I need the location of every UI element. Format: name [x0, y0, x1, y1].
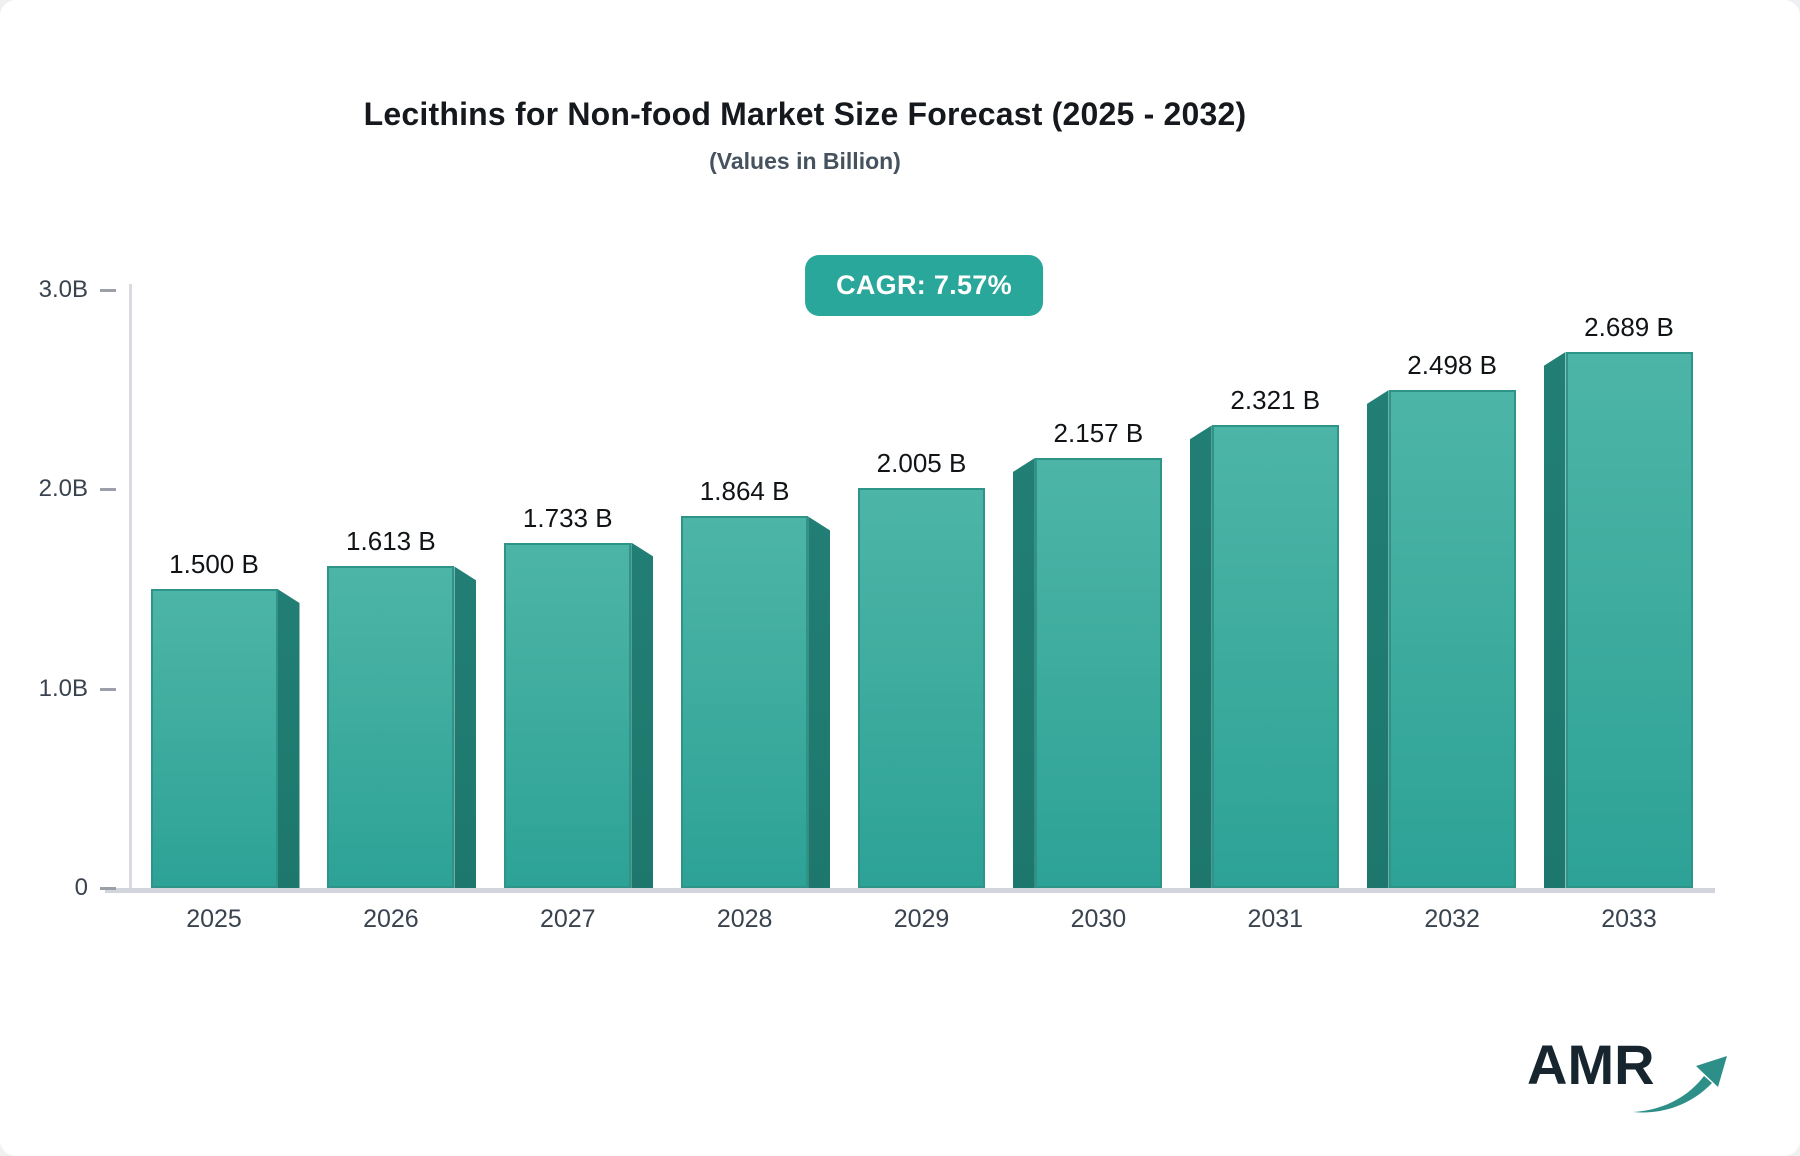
x-axis-label-2031: 2031: [1247, 905, 1304, 933]
bar-2033: [1565, 351, 1693, 888]
bar-side-3d-2025: [277, 589, 300, 888]
y-axis-tick-label: 3.0B: [38, 276, 88, 303]
y-axis-tick: [100, 289, 116, 292]
bar-side-3d-2028: [808, 516, 831, 888]
y-axis-line: [129, 284, 132, 890]
amr-logo-arrow-icon: [1633, 1056, 1727, 1113]
x-axis-label-2028: 2028: [716, 905, 773, 933]
x-axis-label-2030: 2030: [1070, 905, 1127, 933]
x-axis-label-2025: 2025: [186, 905, 242, 933]
bar-side-3d-2032: [1366, 390, 1389, 888]
y-axis-tick: [100, 488, 116, 492]
bar-2031: [1211, 425, 1339, 888]
bar-side-3d-2031: [1189, 425, 1212, 888]
x-axis-label-2027: 2027: [539, 905, 596, 933]
y-axis-tick-label: 0: [74, 874, 88, 901]
y-axis-tick-label: 2.0B: [38, 475, 88, 503]
x-axis-baseline: [105, 888, 1715, 893]
bar-side-3d-2026: [454, 566, 477, 888]
bar-value-label-2025: 1.500 B: [169, 549, 259, 579]
bar-value-label-2026: 1.613 B: [346, 526, 436, 557]
bar-side-3d-2027: [631, 542, 654, 888]
bar-2028: [681, 516, 809, 888]
bar-value-label-2028: 1.864 B: [699, 476, 790, 507]
x-axis-label-2026: 2026: [363, 905, 419, 933]
y-axis-tick-label: 1.0B: [38, 674, 88, 702]
x-axis-label-2032: 2032: [1424, 905, 1480, 933]
bar-value-label-2033: 2.689 B: [1584, 311, 1674, 342]
x-axis-label-2033: 2033: [1601, 905, 1657, 933]
bar-side-3d-2033: [1543, 351, 1566, 888]
y-axis-tick: [100, 887, 116, 890]
y-axis-tick: [100, 687, 116, 691]
bar-value-label-2029: 2.005 B: [876, 448, 967, 479]
bar-side-3d-2030: [1012, 458, 1035, 888]
chart-title: Lecithins for Non-food Market Size Forec…: [363, 96, 1247, 132]
cagr-badge: CAGR: 7.57%: [805, 255, 1043, 316]
bar-2027: [504, 542, 632, 888]
bar-value-label-2030: 2.157 B: [1053, 418, 1144, 449]
x-axis-label-2029: 2029: [893, 905, 950, 933]
bar-2025: [150, 589, 278, 888]
bar-2032: [1388, 390, 1516, 888]
bar-2026: [327, 566, 455, 888]
amr-logo-text: AMR: [1527, 1033, 1655, 1096]
bar-value-label-2027: 1.733 B: [522, 502, 613, 533]
chart-subtitle: (Values in Billion): [709, 148, 901, 174]
amr-logo: AMR: [1527, 1022, 1727, 1122]
bar-value-label-2031: 2.321 B: [1230, 385, 1321, 416]
bar-value-label-2032: 2.498 B: [1407, 350, 1497, 381]
bar-2029: [858, 488, 985, 888]
bar-2030: [1034, 458, 1162, 888]
